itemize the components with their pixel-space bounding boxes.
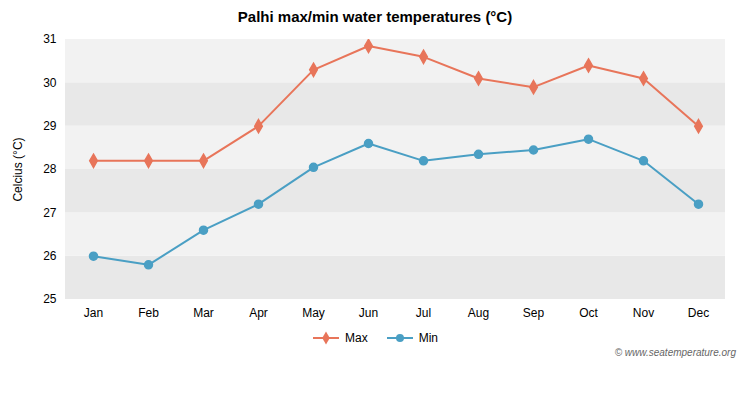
svg-text:Celcius (°C): Celcius (°C) (11, 137, 25, 201)
svg-text:29: 29 (43, 119, 57, 133)
svg-text:27: 27 (43, 206, 57, 220)
svg-text:Sep: Sep (523, 306, 545, 320)
svg-text:Mar: Mar (193, 306, 214, 320)
html-text:Max: Max (345, 331, 368, 345)
svg-text:26: 26 (43, 249, 57, 263)
svg-text:Aug: Aug (468, 306, 489, 320)
svg-text:Dec: Dec (688, 306, 709, 320)
svg-text:25: 25 (43, 292, 57, 306)
svg-text:Jun: Jun (359, 306, 378, 320)
svg-text:Jan: Jan (84, 306, 103, 320)
html-text:Palhi max/min water temperatur: Palhi max/min water temperatures (°C) (237, 8, 513, 25)
svg-text:Oct: Oct (579, 306, 598, 320)
svg-text:Jul: Jul (416, 306, 431, 320)
svg-text:28: 28 (43, 162, 57, 176)
svg-text:Feb: Feb (138, 306, 159, 320)
svg-text:31: 31 (43, 32, 57, 46)
html-text:© www.seatemperature.org: © www.seatemperature.org (614, 347, 736, 358)
svg-text:Apr: Apr (249, 306, 268, 320)
html-text:Min: Min (418, 331, 438, 345)
svg-text:30: 30 (43, 76, 57, 90)
svg-text:May: May (302, 306, 325, 320)
svg-text:Nov: Nov (633, 306, 654, 320)
